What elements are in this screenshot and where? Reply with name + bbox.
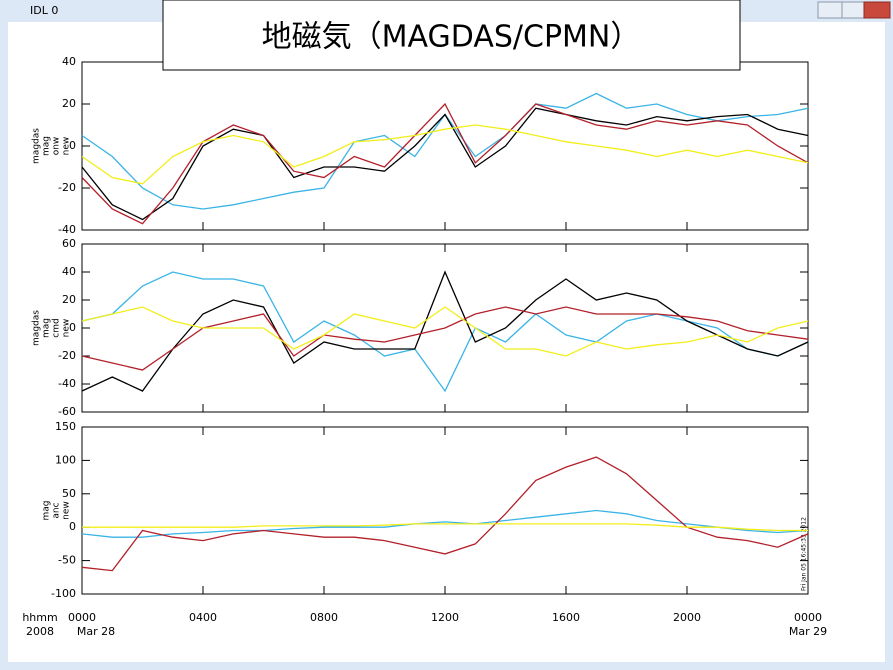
- maximize-button[interactable]: [841, 1, 865, 19]
- y-axis-label: new: [62, 137, 72, 156]
- title-box: [162, 0, 741, 71]
- y-tick-label: -40: [58, 377, 76, 390]
- window-title: IDL 0: [30, 4, 58, 17]
- y-tick-label: 0: [69, 520, 76, 533]
- x-tick-label: 0000: [68, 611, 96, 624]
- overlay-title: 地磁気（MAGDAS/CPMN）: [262, 20, 641, 55]
- y-axis-label: anc: [52, 502, 62, 518]
- data-line: [81, 509, 809, 538]
- y-tick-label: 150: [55, 420, 76, 433]
- y-axis-label: cmd: [52, 318, 62, 337]
- y-axis-label: magdas: [32, 128, 42, 164]
- y-tick-label: 0: [69, 321, 76, 334]
- y-axis-label: new: [62, 501, 72, 520]
- x-tick-label: 0000: [794, 611, 822, 624]
- timestamp: Fri Jan 05 16:45:33 2012: [801, 517, 808, 591]
- plot-frame: [81, 61, 809, 231]
- y-tick-label: 50: [62, 487, 76, 500]
- y-axis-label: onw: [52, 137, 62, 156]
- y-tick-label: 60: [62, 237, 76, 250]
- x-prefix: hhmm: [22, 611, 57, 624]
- x-tick-label: 1200: [431, 611, 459, 624]
- data-line: [81, 270, 809, 392]
- date-label: Mar 29: [789, 625, 827, 638]
- x-prefix: 2008: [26, 625, 54, 638]
- data-line: [81, 306, 809, 357]
- y-tick-label: 0: [69, 139, 76, 152]
- y-tick-label: -100: [51, 587, 76, 600]
- y-axis-label: new: [62, 319, 72, 338]
- data-line: [81, 124, 809, 185]
- x-tick-label: 0400: [189, 611, 217, 624]
- y-tick-label: 20: [62, 97, 76, 110]
- y-tick-label: 20: [62, 293, 76, 306]
- y-axis-label: mag: [42, 136, 52, 156]
- date-label: Mar 28: [77, 625, 115, 638]
- y-tick-label: -60: [58, 405, 76, 418]
- y-tick-label: -20: [58, 349, 76, 362]
- minimize-button[interactable]: [817, 1, 843, 19]
- y-tick-label: 40: [62, 55, 76, 68]
- close-button[interactable]: [863, 1, 891, 19]
- y-axis-label: mag: [42, 501, 52, 521]
- x-tick-label: 0800: [310, 611, 338, 624]
- data-line: [82, 523, 808, 532]
- y-tick-label: 100: [55, 453, 76, 466]
- data-line: [81, 107, 809, 221]
- y-axis-label: magdas: [32, 310, 42, 346]
- x-tick-label: 2000: [673, 611, 701, 624]
- y-tick-label: -40: [58, 223, 76, 236]
- y-tick-label: -50: [58, 554, 76, 567]
- y-axis-label: mag: [42, 318, 52, 338]
- plot-frame: [81, 426, 809, 595]
- y-tick-label: -20: [58, 181, 76, 194]
- y-tick-label: 40: [62, 265, 76, 278]
- x-tick-label: 1600: [552, 611, 580, 624]
